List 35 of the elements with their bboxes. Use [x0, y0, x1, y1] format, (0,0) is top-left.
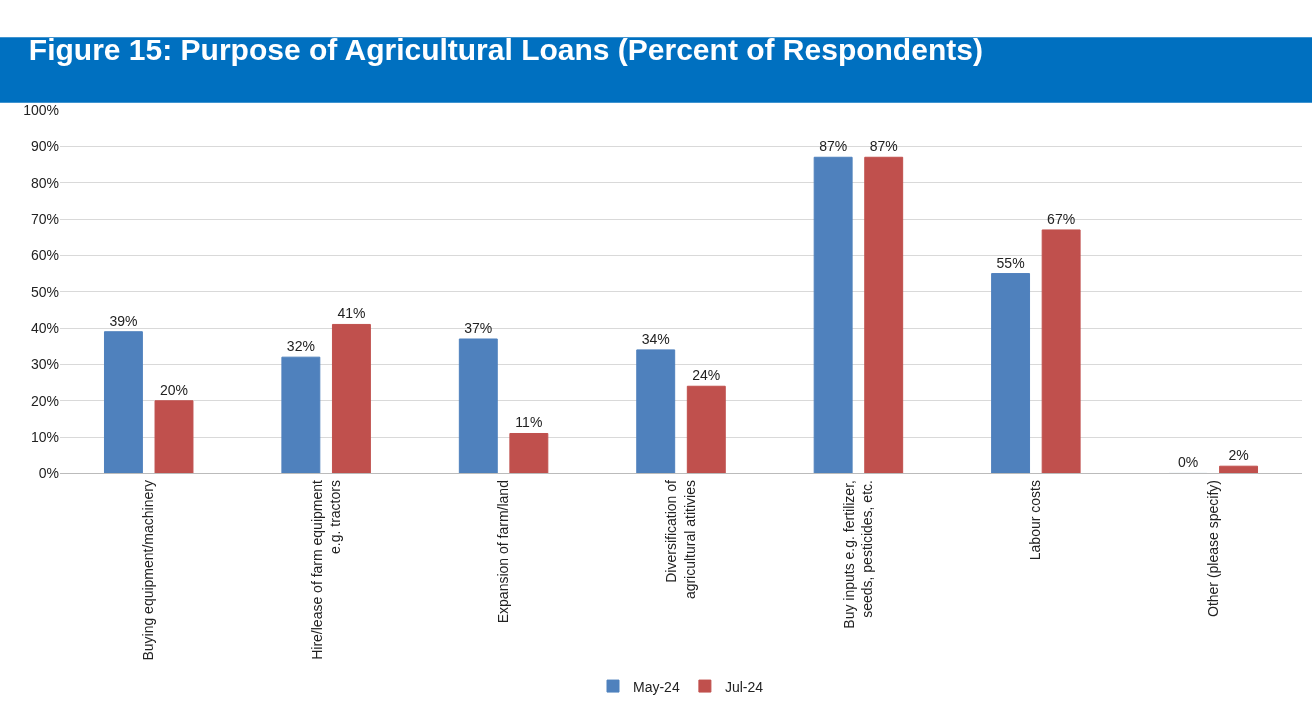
y-tick-label: 30% — [30, 356, 59, 373]
y-tick-label: 20% — [30, 392, 59, 409]
data-label: 39% — [109, 312, 138, 329]
chart-title: Figure 15: Purpose of Agricultural Loans (Percent of Respondents) — [28, 32, 983, 66]
x-tick-label: Diversification of agricultural atitivies — [663, 479, 698, 600]
data-label: 87% — [819, 138, 848, 155]
x-tick-label: Labour costs — [1027, 480, 1044, 561]
x-tick-label: Expansion of farm/land — [495, 480, 512, 624]
x-tick-label: Buy inputs e.g. fertilizer, seeds, pesticides, etc. — [840, 480, 876, 629]
data-label: 24% — [692, 367, 721, 384]
y-tick-label: 90% — [30, 138, 59, 155]
y-tick-label: 70% — [30, 210, 59, 227]
data-label: 2% — [1228, 447, 1249, 464]
x-tick-label: Hire/lease of farm equipment e.g. tractors — [308, 479, 343, 660]
data-label: 11% — [515, 414, 543, 431]
y-tick-label: 100% — [23, 101, 59, 118]
y-tick-label: 10% — [30, 429, 59, 446]
data-label: 87% — [869, 138, 898, 155]
data-label: 32% — [286, 338, 315, 355]
data-label: 20% — [159, 381, 189, 398]
legend-label: Jul-24 — [724, 678, 764, 695]
y-tick-label: 80% — [30, 174, 59, 191]
x-tick-label: Buying equipment/machinery — [140, 480, 157, 661]
data-label: 0% — [1177, 454, 1199, 471]
data-label: 34% — [641, 330, 670, 347]
y-tick-label: 40% — [30, 319, 59, 336]
x-tick-label: Other (please specify) — [1204, 480, 1221, 618]
data-label: 55% — [996, 254, 1025, 271]
y-tick-label: 50% — [30, 283, 59, 300]
data-label: 41% — [337, 305, 366, 322]
data-label: 67% — [1047, 210, 1076, 227]
y-tick-label: 60% — [30, 247, 59, 264]
y-tick-label: 0% — [38, 465, 59, 482]
data-label: 37% — [464, 319, 493, 336]
legend-label: May-24 — [633, 678, 680, 695]
